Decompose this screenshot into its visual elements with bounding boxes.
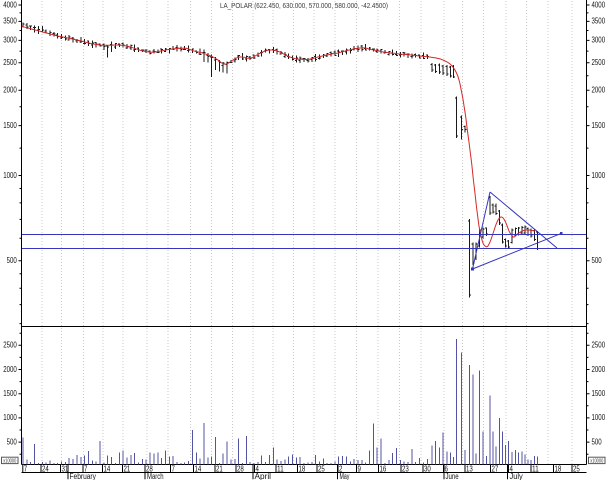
- svg-text:x10000: x10000: [3, 458, 16, 464]
- svg-text:1000: 1000: [3, 171, 17, 180]
- svg-text:25: 25: [573, 464, 580, 473]
- svg-text:21: 21: [124, 464, 131, 473]
- svg-text:23: 23: [402, 464, 409, 473]
- svg-text:14: 14: [104, 464, 111, 473]
- svg-text:4: 4: [510, 464, 514, 473]
- svg-text:May: May: [340, 472, 350, 480]
- svg-text:2500: 2500: [592, 341, 606, 350]
- svg-text:21: 21: [216, 464, 223, 473]
- svg-text:500: 500: [7, 437, 18, 446]
- svg-text:28: 28: [146, 464, 153, 473]
- svg-text:February: February: [70, 472, 96, 480]
- svg-text:11: 11: [277, 464, 284, 473]
- svg-text:13: 13: [466, 464, 473, 473]
- svg-text:3000: 3000: [592, 36, 606, 45]
- svg-text:3000: 3000: [3, 36, 17, 45]
- svg-text:7: 7: [24, 464, 28, 473]
- svg-text:30: 30: [424, 464, 431, 473]
- svg-text:1000: 1000: [592, 171, 606, 180]
- svg-text:28: 28: [237, 464, 244, 473]
- svg-text:24: 24: [42, 464, 49, 473]
- svg-text:2: 2: [339, 464, 343, 473]
- svg-text:11: 11: [532, 464, 539, 473]
- svg-text:27: 27: [492, 464, 499, 473]
- svg-text:2500: 2500: [3, 341, 17, 350]
- svg-text:x10000: x10000: [590, 458, 603, 464]
- svg-text:2000: 2000: [3, 365, 17, 374]
- svg-text:1500: 1500: [592, 389, 606, 398]
- svg-text:4: 4: [256, 464, 260, 473]
- svg-text:1000: 1000: [3, 413, 17, 422]
- svg-text:1500: 1500: [3, 121, 17, 130]
- svg-text:March: March: [147, 472, 164, 480]
- svg-text:31: 31: [62, 464, 69, 473]
- svg-text:500: 500: [592, 437, 603, 446]
- svg-text:1000: 1000: [592, 413, 606, 422]
- svg-text:2000: 2000: [592, 365, 606, 374]
- svg-text:14: 14: [195, 464, 202, 473]
- svg-text:500: 500: [592, 256, 603, 265]
- svg-text:July: July: [510, 472, 523, 480]
- svg-text:June: June: [446, 472, 460, 480]
- svg-text:1500: 1500: [3, 389, 17, 398]
- svg-text:16: 16: [380, 464, 387, 473]
- svg-text:7: 7: [84, 464, 88, 473]
- svg-text:2500: 2500: [592, 58, 606, 67]
- svg-text:7: 7: [172, 464, 176, 473]
- svg-text:3500: 3500: [592, 17, 606, 26]
- svg-text:4000: 4000: [3, 0, 17, 9]
- svg-text:18: 18: [299, 464, 306, 473]
- svg-text:LA_POLAR (622.450, 630.000, 57: LA_POLAR (622.450, 630.000, 570.000, 580…: [220, 1, 388, 10]
- svg-text:3500: 3500: [3, 17, 17, 26]
- svg-text:4000: 4000: [592, 0, 606, 9]
- svg-text:April: April: [255, 472, 272, 480]
- svg-text:9: 9: [358, 464, 362, 473]
- svg-text:2000: 2000: [3, 86, 17, 95]
- svg-text:1500: 1500: [592, 121, 606, 130]
- svg-text:2500: 2500: [3, 58, 17, 67]
- svg-text:6: 6: [445, 464, 449, 473]
- svg-text:500: 500: [7, 256, 18, 265]
- svg-text:18: 18: [555, 464, 562, 473]
- svg-text:25: 25: [318, 464, 325, 473]
- svg-text:2000: 2000: [592, 86, 606, 95]
